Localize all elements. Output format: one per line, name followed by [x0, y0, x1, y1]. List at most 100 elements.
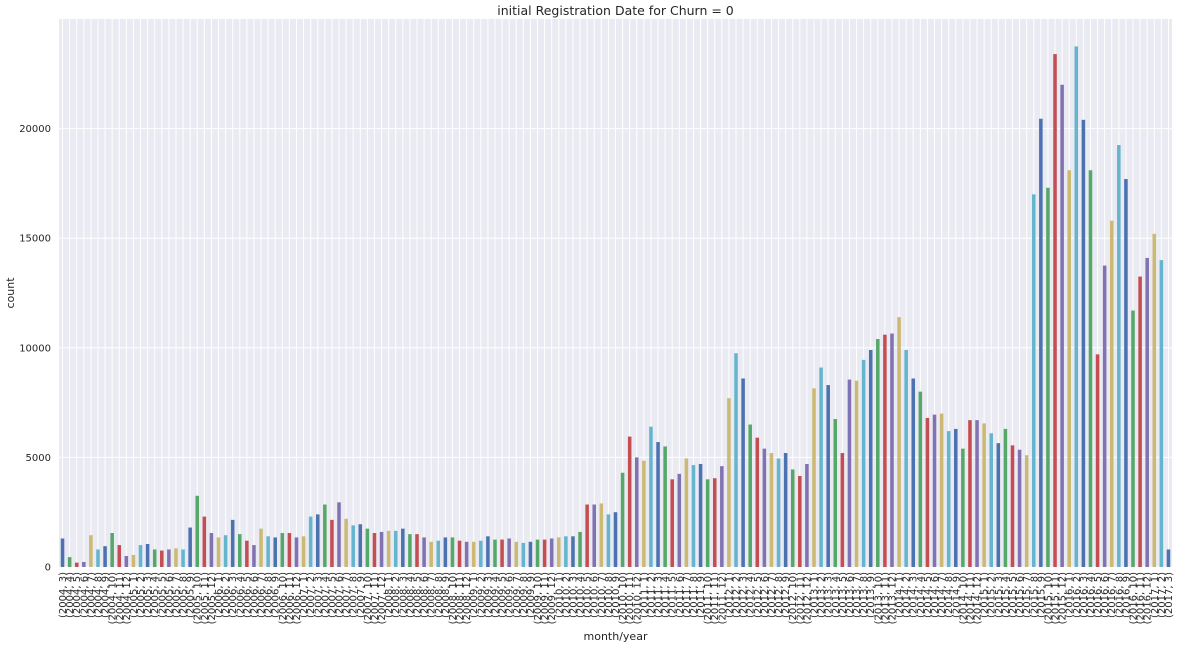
bar	[748, 424, 752, 567]
bar	[1039, 118, 1043, 568]
bar	[386, 530, 391, 567]
x-tick-label: (2006, 10)	[278, 572, 289, 624]
y-axis-label: count	[4, 277, 17, 309]
x-tick-label: (2012, 1)	[724, 572, 735, 618]
bar	[188, 527, 192, 567]
x-tick-label: (2013, 10)	[873, 572, 884, 624]
bar	[783, 453, 788, 567]
bar	[741, 378, 745, 567]
bar	[890, 333, 894, 567]
x-tick-label: (2005, 12)	[207, 572, 218, 624]
bar	[479, 540, 483, 567]
x-tick-label: (2015, 6)	[1015, 572, 1026, 618]
x-tick-label: (2013, 9)	[866, 572, 877, 618]
x-tick-label: (2005, 10)	[193, 572, 204, 624]
x-tick-label: (2009, 9)	[526, 572, 537, 618]
bar	[245, 540, 249, 567]
x-tick-label: (2013, 12)	[887, 572, 898, 624]
x-tick-label: (2015, 10)	[1043, 572, 1054, 624]
bar	[1138, 276, 1142, 567]
x-tick-label: (2005, 11)	[200, 572, 211, 624]
y-tick-label: 15000	[19, 234, 51, 245]
bar	[904, 349, 908, 567]
x-tick-label: (2008, 12)	[462, 572, 473, 624]
bar	[989, 433, 993, 567]
x-tick-label: (2010, 9)	[611, 572, 622, 618]
x-tick-label: (2007, 4)	[320, 572, 331, 618]
x-tick-label: (2016, 3)	[1079, 572, 1090, 618]
x-tick-label: (2009, 11)	[540, 572, 551, 624]
x-tick-label: (2013, 5)	[838, 572, 849, 618]
bar	[280, 533, 285, 567]
x-tick-label: (2009, 12)	[547, 572, 558, 624]
x-tick-label: (2007, 9)	[356, 572, 367, 618]
bar	[585, 504, 589, 567]
bar	[975, 420, 979, 567]
x-tick-label: (2007, 12)	[377, 572, 388, 624]
bar	[790, 469, 795, 567]
x-tick-label: (2013, 1)	[809, 572, 820, 618]
x-tick-label: (2010, 6)	[590, 572, 601, 618]
bar	[259, 528, 263, 567]
x-tick-label: (2008, 2)	[391, 572, 402, 618]
bar	[1109, 220, 1114, 567]
x-tick-label: (2005, 8)	[179, 572, 190, 618]
bar	[450, 537, 455, 567]
bar	[578, 531, 582, 567]
x-tick-label: (2012, 3)	[739, 572, 750, 618]
bar	[1010, 445, 1015, 567]
bar	[110, 533, 114, 567]
x-tick-label: (2004, 5)	[72, 572, 83, 618]
x-tick-label: (2004, 12)	[122, 572, 133, 624]
bar	[720, 466, 724, 567]
bar	[152, 549, 157, 567]
bar	[1124, 179, 1128, 568]
x-tick-label: (2009, 4)	[490, 572, 501, 618]
bar	[60, 538, 65, 567]
chart-title: initial Registration Date for Churn = 0	[497, 3, 734, 18]
bar	[358, 524, 363, 567]
x-tick-label: (2009, 10)	[533, 572, 544, 624]
bar	[1159, 260, 1164, 567]
x-tick-label: (2008, 9)	[441, 572, 452, 618]
bar	[1166, 549, 1171, 567]
bar	[238, 534, 242, 567]
bar	[897, 317, 901, 567]
bar	[932, 414, 937, 567]
bar	[82, 561, 86, 567]
bar	[542, 539, 547, 567]
bar	[294, 537, 299, 567]
bar	[486, 536, 490, 567]
x-tick-label: (2014, 9)	[951, 572, 962, 618]
bar	[315, 514, 320, 567]
bar	[1095, 354, 1100, 567]
y-tick-label: 5000	[26, 453, 51, 464]
x-tick-label: (2011, 9)	[696, 572, 707, 618]
x-tick-label: (2016, 10)	[1129, 572, 1140, 624]
bar	[606, 514, 611, 567]
y-tick-label: 10000	[19, 343, 51, 354]
bar	[323, 504, 327, 567]
bar	[1060, 84, 1064, 567]
bar	[145, 543, 150, 567]
bars	[60, 46, 1171, 568]
x-tick-label: (2007, 8)	[349, 572, 360, 618]
x-tick-label: (2016, 9)	[1121, 572, 1132, 618]
bar	[1117, 145, 1121, 568]
x-tick-label: (2013, 8)	[859, 572, 870, 618]
x-tick-label: (2011, 6)	[675, 572, 686, 618]
bar	[273, 537, 277, 567]
bar	[464, 541, 469, 567]
x-tick-label: (2014, 4)	[916, 572, 927, 618]
bar	[911, 378, 916, 567]
bar	[805, 463, 809, 567]
x-tick-label: (2006, 4)	[235, 572, 246, 618]
bar	[131, 554, 136, 567]
x-tick-label: (2005, 1)	[129, 572, 140, 618]
bar	[493, 539, 497, 567]
bar	[103, 546, 107, 567]
x-tick-label: (2010, 2)	[561, 572, 572, 618]
bar	[1053, 54, 1057, 567]
bar	[776, 458, 781, 567]
bar	[549, 538, 554, 567]
